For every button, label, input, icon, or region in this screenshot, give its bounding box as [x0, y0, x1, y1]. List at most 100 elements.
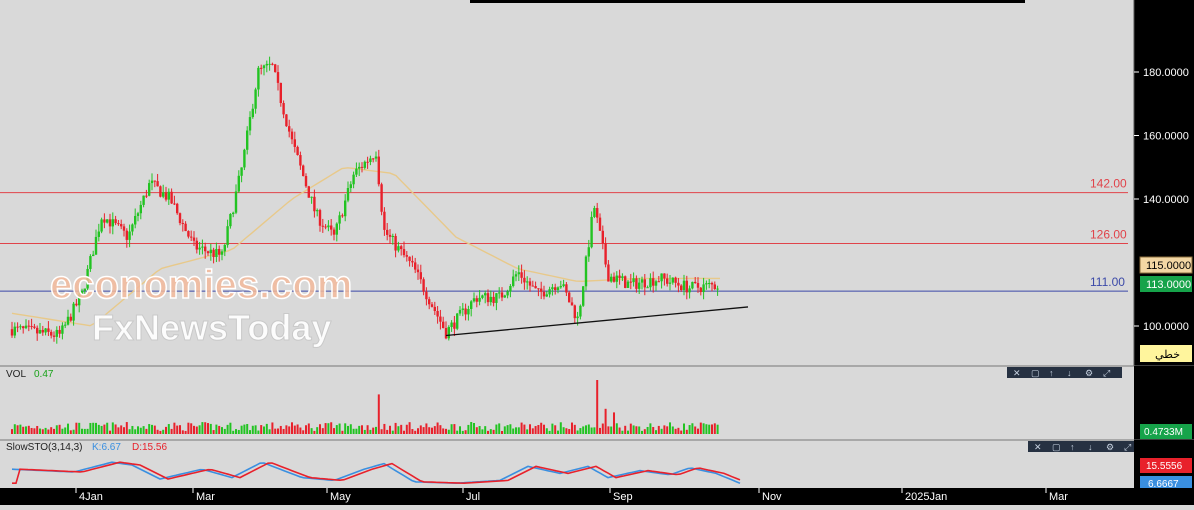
candle-body — [148, 183, 151, 196]
volume-bar — [291, 422, 293, 434]
candle-body — [380, 184, 383, 212]
window-icon[interactable]: ▢ — [1031, 368, 1040, 378]
candle-body — [167, 191, 170, 200]
chart-mode-label[interactable]: خطي — [1155, 349, 1180, 361]
volume-bar — [131, 425, 134, 434]
candle-body — [248, 117, 252, 131]
volume-bar — [447, 429, 450, 434]
candle-body — [318, 210, 322, 226]
candle-body — [13, 326, 16, 336]
volume-bar — [114, 424, 117, 434]
volume-bar — [209, 423, 212, 434]
stoch-d-line — [12, 461, 741, 485]
candle-body — [310, 196, 313, 198]
volume-bar — [383, 423, 386, 434]
support-trendline[interactable] — [445, 306, 749, 337]
candle-body — [374, 156, 378, 159]
volume-bar — [417, 428, 419, 434]
price-tick-label-1: 160.0000 — [1143, 131, 1189, 143]
volume-bar — [548, 430, 551, 434]
volume-bar — [263, 426, 265, 434]
stoch-d-axis-label: 15.5556 — [1146, 461, 1183, 472]
candle-body — [293, 139, 296, 147]
candle-body — [708, 282, 711, 284]
candle-body — [265, 63, 268, 66]
volume-bar — [95, 422, 97, 434]
volume-bar — [389, 425, 391, 434]
candle-body — [279, 82, 282, 104]
volume-bar — [498, 423, 501, 434]
close-icon[interactable]: ✕ — [1013, 368, 1021, 378]
volume-bar — [470, 422, 473, 434]
maximize-icon[interactable]: ⤢ — [1123, 442, 1131, 452]
candle-body — [83, 288, 86, 291]
arrow-up-icon[interactable]: ↑ — [1070, 442, 1075, 452]
candle-body — [514, 274, 518, 277]
candle-body — [243, 149, 246, 168]
last-price-badge — [1140, 276, 1192, 292]
volume-bar — [579, 428, 582, 434]
volume-bar — [669, 422, 671, 434]
arrow-up-icon[interactable]: ↑ — [1049, 368, 1054, 378]
volume-bar — [478, 426, 481, 434]
arrow-down-icon[interactable]: ↓ — [1067, 368, 1072, 378]
arrow-down-icon[interactable]: ↓ — [1088, 442, 1093, 452]
panel-control-bar — [1028, 441, 1143, 452]
volume-bar — [181, 430, 184, 434]
candle-body — [391, 235, 394, 237]
candle-body — [94, 236, 98, 255]
volume-bar — [176, 425, 179, 434]
window-icon[interactable]: ▢ — [1052, 442, 1061, 452]
close-icon[interactable]: ✕ — [1034, 442, 1042, 452]
candle-body — [694, 281, 697, 283]
volume-bar — [643, 429, 646, 434]
volume-bar — [375, 426, 377, 434]
volume-bar — [683, 423, 685, 434]
volume-bar — [380, 429, 383, 434]
volume-bar — [425, 423, 428, 434]
volume-bar — [347, 425, 349, 434]
candle-body — [652, 278, 655, 286]
candle-body — [598, 217, 602, 231]
candle-body — [304, 175, 308, 187]
volume-bar — [81, 428, 83, 434]
candle-body — [506, 291, 509, 296]
price-axis-panel — [1134, 0, 1194, 366]
volume-bar — [453, 424, 456, 434]
stoch-panel-controls: ✕ ▢ ↑ ↓ ⚙ ⤢ — [1028, 441, 1143, 452]
volume-bar — [557, 430, 559, 434]
maximize-icon[interactable]: ⤢ — [1102, 368, 1110, 378]
volume-bar — [685, 429, 688, 434]
candle-body — [556, 287, 560, 291]
chart-mode-badge[interactable] — [1140, 345, 1192, 362]
moving-average-line — [11, 167, 720, 327]
volume-bar — [243, 424, 246, 434]
candle-body — [590, 216, 593, 248]
volume-bar — [190, 423, 193, 434]
volume-bar — [366, 425, 369, 434]
volume-bar — [697, 428, 699, 434]
candle-body — [324, 226, 327, 228]
volume-bar — [86, 428, 89, 434]
volume-bar — [277, 428, 279, 434]
volume-bar — [529, 424, 531, 434]
volume-bar — [117, 427, 120, 434]
candle-body — [386, 229, 389, 235]
settings-icon[interactable]: ⚙ — [1106, 442, 1114, 452]
volume-bar — [30, 427, 33, 434]
volume-bar — [137, 426, 139, 434]
volume-bar — [246, 424, 249, 434]
candle-body — [545, 294, 548, 297]
candle-body — [422, 279, 425, 292]
volume-bar — [145, 428, 148, 434]
volume-bar — [411, 429, 414, 434]
candle-body — [52, 335, 56, 337]
candle-body — [150, 180, 154, 184]
candle-body — [716, 288, 719, 290]
settings-icon[interactable]: ⚙ — [1085, 368, 1093, 378]
volume-bar — [221, 427, 223, 434]
volume-bar — [543, 424, 545, 434]
volume-bar — [624, 425, 627, 434]
candle-body — [47, 328, 50, 332]
